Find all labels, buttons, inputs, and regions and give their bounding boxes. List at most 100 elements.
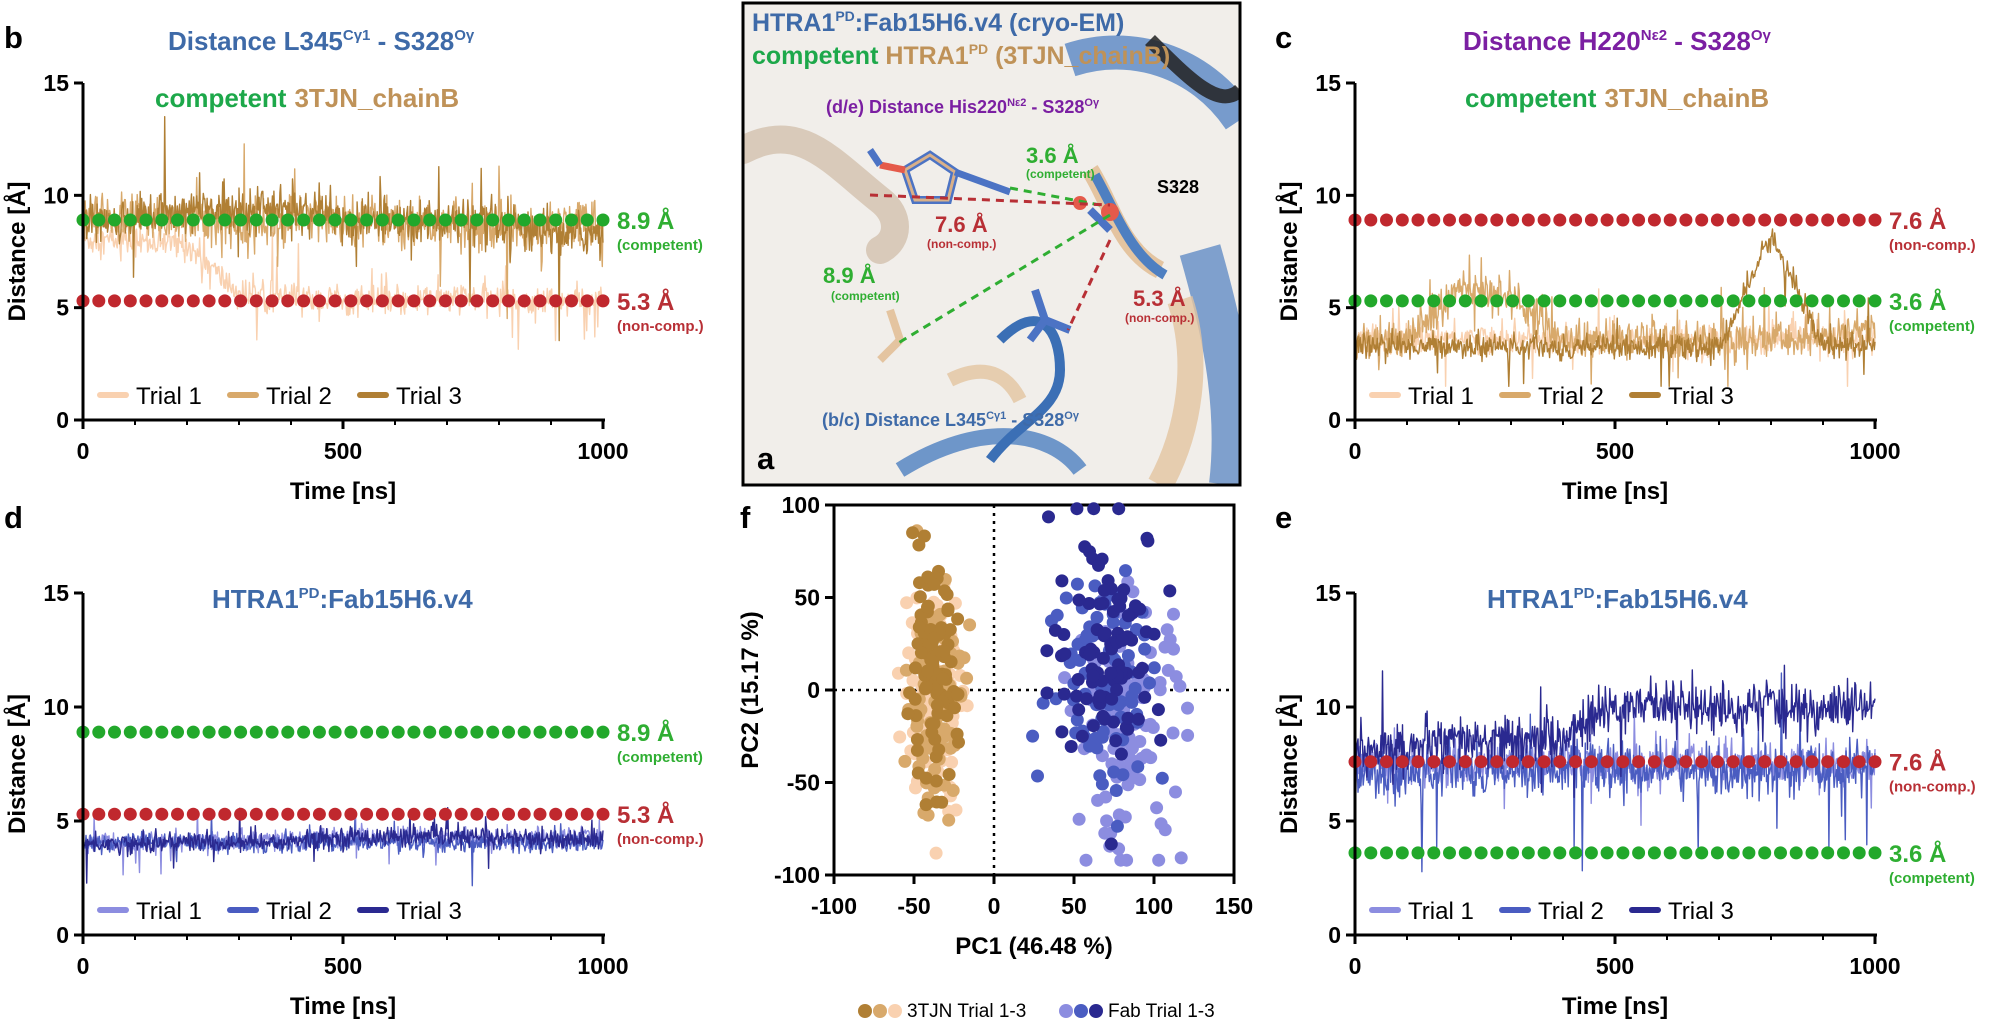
reference-dot	[1726, 294, 1740, 308]
legend-dot-3tjn	[873, 1004, 887, 1018]
scatter-point-3tjn-trial-1	[900, 596, 914, 610]
x-tick-label-500: 500	[1596, 438, 1634, 464]
reference-dot	[1537, 755, 1551, 769]
trace-trial-2	[1354, 672, 1876, 873]
reference-dot	[1584, 755, 1598, 769]
scatter-point-fab-trial-3	[1070, 689, 1084, 703]
reference-dot	[486, 213, 500, 227]
reference-dot	[171, 294, 184, 308]
scatter-point-fab-trial-1	[1173, 679, 1187, 693]
reference-dot	[1537, 213, 1551, 227]
reference-sublabel: (competent)	[617, 237, 703, 254]
scatter-point-fab-trial-3	[1086, 719, 1100, 733]
scatter-point-fab-trial-2	[1128, 681, 1142, 695]
reference-dot	[297, 807, 311, 821]
reference-dot	[218, 213, 232, 227]
reference-dot	[1742, 213, 1756, 227]
reference-dot	[1364, 846, 1378, 860]
panel-a-head2-sup: PD	[969, 41, 988, 57]
protein-render	[743, 35, 1240, 485]
scatter-point-3tjn-trial-1	[929, 846, 943, 860]
reference-dot	[123, 294, 137, 308]
reference-dot	[502, 807, 515, 821]
reference-dot	[391, 213, 405, 227]
reference-dot	[1616, 213, 1630, 227]
reference-dot	[108, 213, 121, 227]
reference-dot	[486, 725, 500, 739]
scatter-point-fab-trial-2	[1059, 591, 1073, 605]
scatter-point-fab-trial-2	[1138, 642, 1152, 656]
reference-dot	[265, 213, 279, 227]
reference-dot	[328, 807, 342, 821]
scatter-point-fab-trial-1	[1167, 607, 1180, 621]
scatter-point-3tjn-trial-1	[949, 803, 963, 817]
scatter-point-fab-trial-1	[1058, 671, 1072, 685]
panel-d-title-tail: :Fab15H6.v4	[320, 584, 474, 614]
reference-dot	[1443, 294, 1456, 308]
scatter-point-fab-trial-3	[1141, 534, 1155, 548]
reference-dot	[596, 725, 610, 739]
scatter-point-3tjn-trial-3	[936, 672, 950, 686]
scatter-point-3tjn-trial-3	[909, 661, 922, 675]
y-tick-label-0: 0	[807, 677, 820, 703]
scatter-point-fab-trial-1	[1152, 853, 1166, 867]
scatter-point-3tjn-trial-2	[898, 754, 912, 768]
reference-dot	[1427, 846, 1441, 860]
reference-sublabel: (competent)	[617, 749, 703, 766]
reference-dot	[1789, 846, 1803, 860]
reference-dot	[1537, 294, 1551, 308]
reference-dot	[1758, 846, 1772, 860]
reference-label-3.6: 3.6 Å	[1889, 840, 1946, 868]
reference-dot	[1789, 755, 1803, 769]
reference-dot	[1805, 294, 1819, 308]
scatter-point-3tjn-trial-3	[910, 743, 924, 757]
reference-dot	[1395, 294, 1409, 308]
reference-dot	[1600, 294, 1614, 308]
reference-dot	[312, 725, 326, 739]
legend-dot-3tjn	[888, 1004, 902, 1018]
reference-dot	[423, 807, 437, 821]
scatter-point-fab-trial-3	[1097, 627, 1111, 641]
panel-a-d89-sub: (competent)	[831, 289, 900, 303]
distance-line-5.3	[1066, 239, 1112, 331]
reference-dot	[502, 725, 515, 739]
reference-dot	[1742, 846, 1756, 860]
reference-dot	[1395, 846, 1409, 860]
reference-dot	[1474, 755, 1488, 769]
reference-dot	[1411, 846, 1425, 860]
legend-label-3: Trial 3	[396, 383, 462, 410]
scatter-point-fab-trial-3	[1082, 597, 1096, 610]
panel-a-frame	[741, 1, 1242, 487]
scatter-point-3tjn-trial-3	[921, 570, 935, 584]
reference-dot	[202, 213, 216, 227]
reference-dot	[92, 213, 106, 227]
reference-dot	[407, 294, 421, 308]
reference-dot	[1364, 213, 1378, 227]
panel-a-bc-sup1: Cγ1	[986, 410, 1006, 422]
reference-dot	[565, 807, 578, 821]
y-tick-label-5: 5	[1328, 295, 1341, 321]
reference-dot	[1364, 294, 1378, 308]
scatter-point-fab-trial-1	[1181, 728, 1195, 742]
reference-dot	[1710, 846, 1724, 860]
reference-dot	[565, 725, 578, 739]
reference-dot	[1427, 755, 1441, 769]
reference-dot	[234, 294, 248, 308]
scatter-point-3tjn-trial-3	[912, 620, 926, 634]
panel-a-s328-label: S328	[1157, 177, 1199, 197]
scatter-point-fab-trial-1	[1154, 817, 1168, 831]
reference-dot	[1789, 294, 1803, 308]
reference-dot	[1395, 213, 1409, 227]
scatter-point-fab-trial-3	[1055, 574, 1069, 588]
reference-label-7.6: 7.6 Å	[1889, 749, 1946, 777]
reference-dot	[533, 807, 547, 821]
scatter-point-fab-trial-3	[1048, 623, 1062, 637]
legend-dot-fab	[1089, 1004, 1103, 1018]
reference-dot	[549, 725, 563, 739]
reference-dot	[328, 213, 342, 227]
reference-dot	[517, 807, 531, 821]
scatter-point-3tjn-trial-3	[913, 590, 927, 604]
scatter-point-fab-trial-3	[1078, 540, 1092, 554]
reference-dot	[1868, 294, 1882, 308]
